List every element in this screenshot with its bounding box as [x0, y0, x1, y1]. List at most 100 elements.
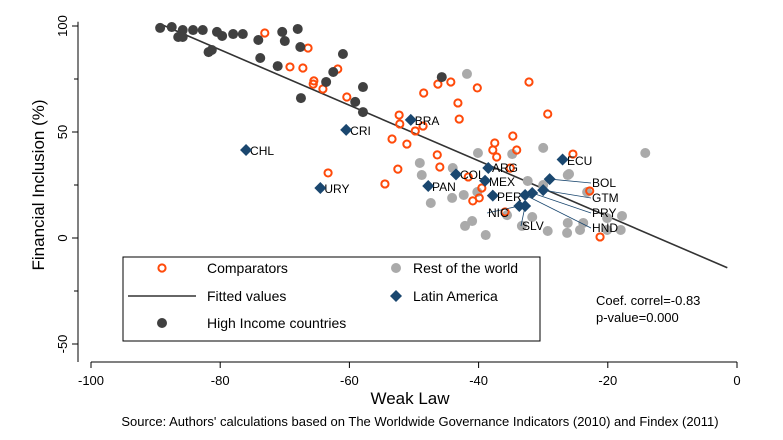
point-latin-america [482, 162, 495, 175]
point-rest-of-world [527, 212, 538, 223]
point-comparator [410, 126, 420, 136]
point-high-income [337, 48, 348, 59]
point-rest-of-world [414, 157, 425, 168]
point-latin-america [519, 199, 532, 212]
point-comparator [418, 121, 428, 131]
point-label: URY [324, 182, 349, 196]
x-axis-label: Weak Law [370, 389, 450, 408]
point-high-income [295, 41, 306, 52]
point-comparator [380, 179, 390, 189]
point-comparator [492, 152, 502, 162]
point-comparator [524, 77, 534, 87]
y-tick-label: -50 [55, 335, 70, 354]
point-label: COL [460, 168, 485, 182]
point-comparator [595, 232, 605, 242]
point-latin-america [486, 189, 499, 202]
point-high-income [155, 22, 166, 33]
y-tick-label: 50 [55, 125, 70, 139]
point-latin-america [543, 173, 556, 186]
point-rest-of-world [467, 216, 478, 227]
point-comparator [433, 79, 443, 89]
label-leader-line [549, 178, 592, 184]
source-note: Source: Authors' calculations based on T… [121, 414, 718, 429]
point-rest-of-world [416, 170, 427, 181]
point-rest-of-world [602, 224, 613, 235]
point-high-income [321, 76, 332, 87]
point-label: CRI [350, 124, 371, 138]
point-rest-of-world [542, 226, 553, 237]
fitted-line-group [161, 24, 728, 269]
legend-box [122, 256, 541, 342]
point-comparator [303, 43, 313, 53]
point-comparator [472, 83, 482, 93]
point-high-income [279, 36, 290, 47]
point-high-income [253, 34, 264, 45]
point-high-income [295, 93, 306, 104]
point-label: NIC [488, 206, 509, 220]
point-high-income [277, 26, 288, 37]
point-comparator [463, 172, 473, 182]
point-comparator [323, 168, 333, 178]
point-comparator [474, 193, 484, 203]
point-comparator [446, 77, 456, 87]
point-high-income [292, 23, 303, 34]
fitted-line [161, 24, 728, 269]
label-leader-line [524, 194, 592, 229]
legend-label-high-income: High Income countries [207, 315, 346, 331]
annotation-correlation: Coef. correl=-0.83 [596, 293, 700, 308]
annotation-p-value: p-value=0.000 [596, 310, 679, 325]
point-latin-america [314, 181, 327, 194]
point-comparator [394, 110, 404, 120]
point-label: CHL [250, 144, 274, 158]
point-high-income [357, 107, 368, 118]
y-tick-label: 100 [55, 15, 70, 37]
point-high-income [197, 25, 208, 36]
label-leader-line [532, 192, 592, 214]
x-tick-label: -60 [340, 373, 359, 388]
point-comparator [454, 114, 464, 124]
point-comparator [453, 98, 463, 108]
legend-label-comparators: Comparators [207, 260, 288, 276]
point-label: MEX [489, 175, 515, 189]
legend-label-latin-america: Latin America [413, 288, 498, 304]
point-comparator [488, 145, 498, 155]
point-latin-america [422, 180, 435, 193]
point-comparator [298, 63, 308, 73]
label-leader-line [543, 189, 592, 199]
point-rest-of-world [460, 220, 471, 231]
point-rest-of-world [516, 220, 527, 231]
point-comparator [342, 92, 352, 102]
point-comparator [477, 183, 487, 193]
point-comparator [308, 79, 318, 89]
point-label: PAN [432, 180, 456, 194]
point-comparator [543, 109, 553, 119]
point-comparator [500, 207, 510, 217]
legend-marker-rest [391, 263, 401, 273]
point-high-income [328, 67, 339, 78]
legend-marker-latin-america [390, 290, 402, 302]
point-comparator [585, 186, 595, 196]
point-rest-of-world [507, 149, 518, 160]
legend: Comparators Rest of the world Fitted val… [122, 256, 541, 342]
legend-label-fitted: Fitted values [207, 288, 286, 304]
point-rest-of-world [562, 227, 573, 238]
point-label: PER [497, 190, 522, 204]
x-tick-label: 0 [733, 373, 740, 388]
point-comparator [402, 139, 412, 149]
point-high-income [173, 32, 184, 43]
point-latin-america [537, 184, 550, 197]
point-rest-of-world [447, 192, 458, 203]
point-high-income [357, 82, 368, 93]
point-label: SLV [522, 219, 544, 233]
point-rest-of-world [480, 230, 491, 241]
point-high-income [237, 29, 248, 40]
point-label: ARG [492, 161, 518, 175]
point-high-income [272, 61, 283, 72]
point-rest-of-world [575, 224, 586, 235]
y-axis-label: Financial Inclusion (%) [29, 99, 48, 270]
point-comparator [419, 88, 429, 98]
point-rest-of-world [564, 168, 575, 179]
y-tick-label: 0 [55, 234, 70, 241]
point-comparator [395, 119, 405, 129]
